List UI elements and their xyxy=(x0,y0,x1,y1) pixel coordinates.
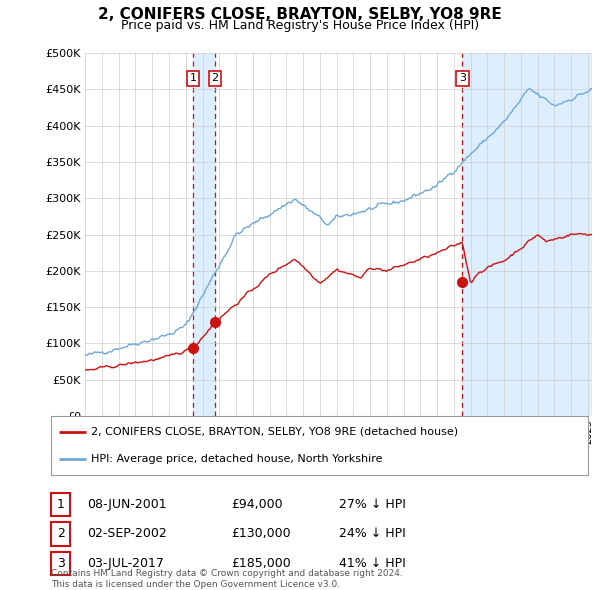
Text: Contains HM Land Registry data © Crown copyright and database right 2024.
This d: Contains HM Land Registry data © Crown c… xyxy=(51,569,403,589)
Text: 41% ↓ HPI: 41% ↓ HPI xyxy=(339,557,406,570)
Text: 3: 3 xyxy=(56,557,65,570)
Text: £130,000: £130,000 xyxy=(231,527,290,540)
Text: 24% ↓ HPI: 24% ↓ HPI xyxy=(339,527,406,540)
Text: 2: 2 xyxy=(212,74,218,84)
Text: HPI: Average price, detached house, North Yorkshire: HPI: Average price, detached house, Nort… xyxy=(91,454,383,464)
Text: 03-JUL-2017: 03-JUL-2017 xyxy=(87,557,164,570)
Text: £94,000: £94,000 xyxy=(231,498,283,511)
Text: Price paid vs. HM Land Registry's House Price Index (HPI): Price paid vs. HM Land Registry's House … xyxy=(121,19,479,32)
Bar xyxy=(463,53,592,416)
Text: 08-JUN-2001: 08-JUN-2001 xyxy=(87,498,167,511)
Text: 2, CONIFERS CLOSE, BRAYTON, SELBY, YO8 9RE: 2, CONIFERS CLOSE, BRAYTON, SELBY, YO8 9… xyxy=(98,7,502,22)
Text: 2: 2 xyxy=(56,527,65,540)
Bar xyxy=(193,53,215,416)
Text: 02-SEP-2002: 02-SEP-2002 xyxy=(87,527,167,540)
Text: £185,000: £185,000 xyxy=(231,557,291,570)
Text: 27% ↓ HPI: 27% ↓ HPI xyxy=(339,498,406,511)
Text: 2, CONIFERS CLOSE, BRAYTON, SELBY, YO8 9RE (detached house): 2, CONIFERS CLOSE, BRAYTON, SELBY, YO8 9… xyxy=(91,427,458,437)
Text: 1: 1 xyxy=(56,498,65,511)
Text: 1: 1 xyxy=(190,74,197,84)
Text: 3: 3 xyxy=(459,74,466,84)
